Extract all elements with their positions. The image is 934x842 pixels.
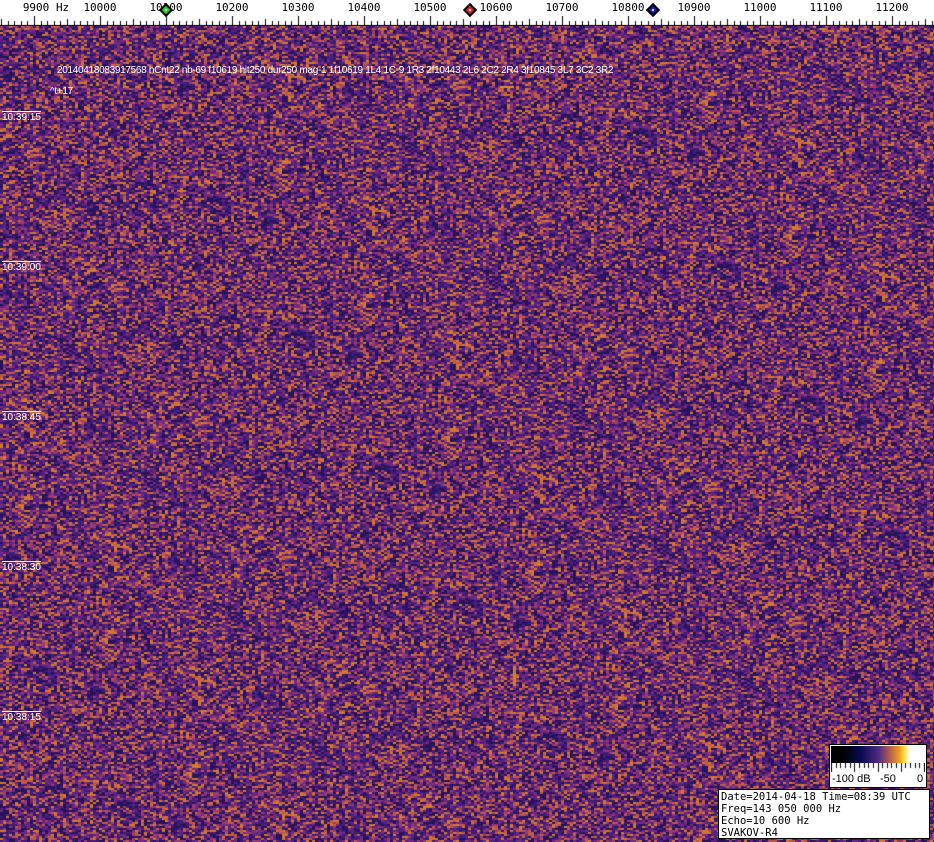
frequency-tick-label: 10600 [479,1,513,14]
frequency-tick-label: 11100 [809,1,843,14]
frequency-tick-label: 10000 [83,1,117,14]
frequency-tick-label: 10300 [281,1,315,14]
frequency-tick-label: 10700 [545,1,579,14]
frequency-tick-label: 10500 [413,1,447,14]
time-label: 10:39:00 [2,261,41,273]
frequency-tick-label: 10400 [347,1,381,14]
time-label: 10:38:45 [2,411,41,423]
frequency-tick-label: 9900 Hz [22,1,70,14]
frequency-unit: Hz [55,1,70,14]
frequency-tick-label: 11200 [875,1,909,14]
frequency-tick-label: 10900 [677,1,711,14]
colorbar-legend: -100 dB -50 0 [829,744,927,788]
spectrogram [0,26,934,842]
frequency: Freq=143 050 000 Hz [721,803,842,815]
frequency-tick-label: 10200 [215,1,249,14]
colorbar-gradient [831,746,925,763]
detection-header: 20140418083917568 hCnt22 nb-69 f10619 hi… [57,65,614,76]
time-label: 10:39:15 [2,111,41,123]
colorbar-label-mid: -50 [880,773,896,785]
echo-frequency: Echo=10 600 Hz [721,815,810,827]
frequency-tick-label: 10800 [611,1,645,14]
colorbar-ticks [831,763,925,773]
colorbar-label-min: -100 dB [832,773,871,785]
date-time: Date=2014-04-18 Time=08:39 UTC [721,791,911,803]
time-offset-label: ^t+17 [50,86,73,97]
colorbar-label-max: 0 [917,773,924,785]
time-label: 10:38:30 [2,561,41,573]
time-label: 10:38:15 [2,711,41,723]
station-name: SVAKOV-R4 [721,827,778,839]
frequency-tick-label: 11000 [743,1,777,14]
info-box: Date=2014-04-18 Time=08:39 UTC Freq=143 … [718,789,930,839]
frequency-axis-ticks [0,16,934,26]
